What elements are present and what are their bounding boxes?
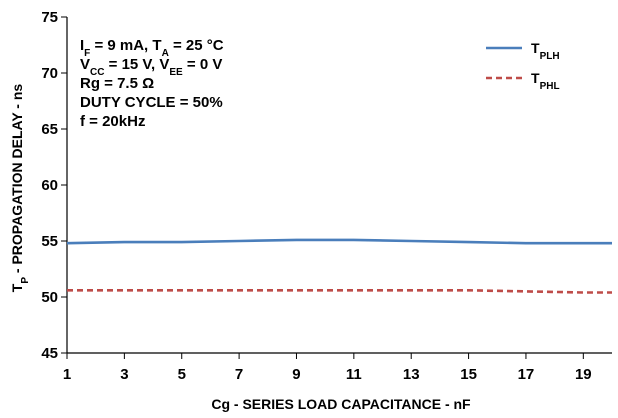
x-axis-label: Cg - SERIES LOAD CAPACITANCE - nF [211,396,471,412]
x-tick-label: 19 [575,366,592,383]
y-tick-label: 70 [41,65,58,82]
x-tick-label: 3 [120,366,128,383]
legend-label: TPLH [531,40,560,62]
x-tick-labels: 1 3 5 7 9 11 13 15 17 19 [63,353,592,383]
x-tick-label: 9 [292,366,300,383]
condition-line: DUTY CYCLE = 50% [80,94,223,111]
series-line-tplh [66,238,612,245]
x-tick-label: 1 [63,366,71,383]
condition-line: VCC = 15 V, VEE = 0 V [80,56,222,78]
legend: TPLH TPHL [486,40,560,92]
series-line-tphl [67,288,612,294]
series-lines [66,238,612,294]
y-tick-label: 50 [41,289,58,306]
condition-line: Rg = 7.5 Ω [80,75,154,92]
x-tick-label: 5 [178,366,186,383]
y-tick-label: 60 [41,177,58,194]
y-axis-label: TP - PROPAGATION DELAY - ns [9,84,31,293]
y-tick-label: 55 [41,233,58,250]
legend-label: TPHL [531,70,560,92]
condition-line: f = 20kHz [80,113,145,130]
condition-line: IF = 9 mA, TA = 25 °C [80,37,224,59]
y-tick-label: 75 [41,9,58,26]
x-tick-label: 11 [346,366,362,383]
x-tick-label: 7 [235,366,243,383]
y-tick-label: 45 [41,345,58,362]
x-tick-label: 13 [403,366,420,383]
y-tick-labels: 45 50 55 60 65 70 75 [41,9,67,362]
y-tick-label: 65 [41,121,58,138]
x-tick-label: 15 [460,366,477,383]
x-tick-label: 17 [518,366,535,383]
